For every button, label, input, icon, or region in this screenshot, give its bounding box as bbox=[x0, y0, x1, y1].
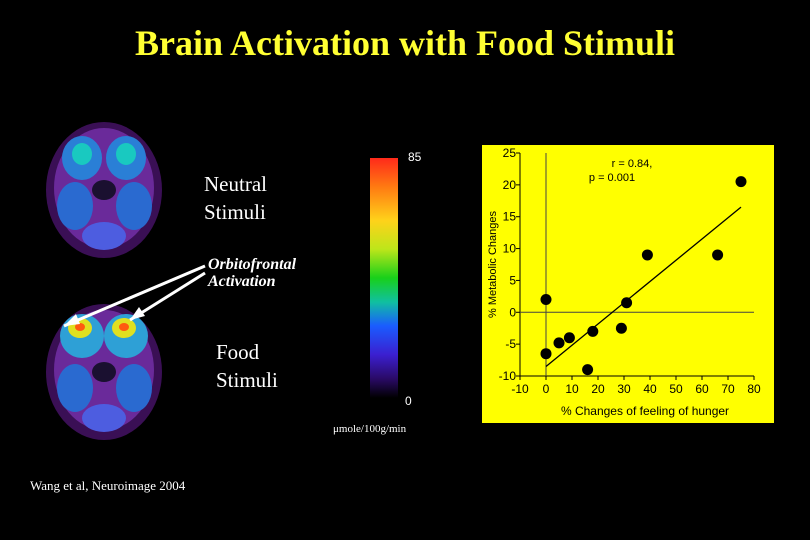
data-point bbox=[735, 176, 747, 188]
correlation-annotation-r: r = 0.84, bbox=[612, 158, 653, 170]
food-label-line2: Stimuli bbox=[216, 368, 278, 392]
x-tick-label: 70 bbox=[721, 382, 735, 396]
x-tick-label: 40 bbox=[643, 382, 657, 396]
regression-line bbox=[545, 206, 742, 367]
y-tick-label: 20 bbox=[503, 178, 517, 192]
x-tick-label: 20 bbox=[591, 382, 605, 396]
y-tick-label: 0 bbox=[509, 305, 516, 319]
orbitofrontal-label: Orbitofrontal Activation bbox=[208, 256, 296, 290]
x-tick-label: 0 bbox=[543, 382, 550, 396]
data-point bbox=[615, 322, 627, 334]
hunger-metabolic-scatter-chart: -10 0 10 20 30 40 50 60 70 80 -10 -5 0 5 10 15 20 25 % Met… bbox=[482, 145, 774, 423]
y-tick-label: -10 bbox=[499, 369, 517, 383]
neutral-label-line2: Stimuli bbox=[204, 200, 266, 224]
color-scale-max: 85 bbox=[408, 150, 422, 164]
color-scale-min: 0 bbox=[405, 394, 412, 408]
citation: Wang et al, Neuroimage 2004 bbox=[30, 478, 186, 493]
orbito-label-line1: Orbitofrontal bbox=[208, 256, 297, 273]
food-label-line1: Food bbox=[216, 340, 260, 364]
orbito-label-line2: Activation bbox=[208, 273, 276, 290]
y-axis-title: % Metabolic Changes bbox=[487, 211, 499, 319]
y-tick-label: 25 bbox=[503, 146, 517, 160]
x-tick-label: 10 bbox=[565, 382, 579, 396]
data-point bbox=[582, 364, 594, 376]
x-axis-title: % Changes of feeling of hunger bbox=[561, 404, 729, 418]
data-point bbox=[587, 325, 599, 337]
data-point bbox=[540, 294, 552, 306]
y-tick-label: 15 bbox=[503, 210, 517, 224]
x-tick-label: 80 bbox=[747, 382, 761, 396]
y-tick-label: 10 bbox=[503, 242, 517, 256]
neutral-stimuli-label: Neutral Stimuli bbox=[204, 170, 267, 226]
color-scale-unit: μmole/100g/min bbox=[333, 423, 407, 435]
data-point bbox=[553, 337, 565, 349]
neutral-label-line1: Neutral bbox=[204, 172, 267, 196]
slide-title: Brain Activation with Food Stimuli bbox=[134, 23, 676, 63]
data-point bbox=[540, 348, 552, 360]
correlation-annotation-p: p = 0.001 bbox=[589, 172, 635, 184]
y-tick-label: 5 bbox=[509, 273, 516, 287]
data-point bbox=[621, 297, 633, 309]
x-tick-label: 30 bbox=[617, 382, 631, 396]
neutral-brain-scan bbox=[46, 122, 162, 258]
food-stimuli-label: Food Stimuli bbox=[216, 338, 278, 394]
data-point bbox=[563, 332, 575, 344]
x-tick-label: 50 bbox=[669, 382, 683, 396]
x-tick-label: -10 bbox=[511, 382, 529, 396]
data-point bbox=[712, 249, 724, 261]
color-scale-bar bbox=[370, 158, 398, 398]
x-tick-label: 60 bbox=[695, 382, 709, 396]
data-point bbox=[641, 249, 653, 261]
y-tick-label: -5 bbox=[505, 337, 516, 351]
food-brain-scan bbox=[46, 304, 162, 440]
